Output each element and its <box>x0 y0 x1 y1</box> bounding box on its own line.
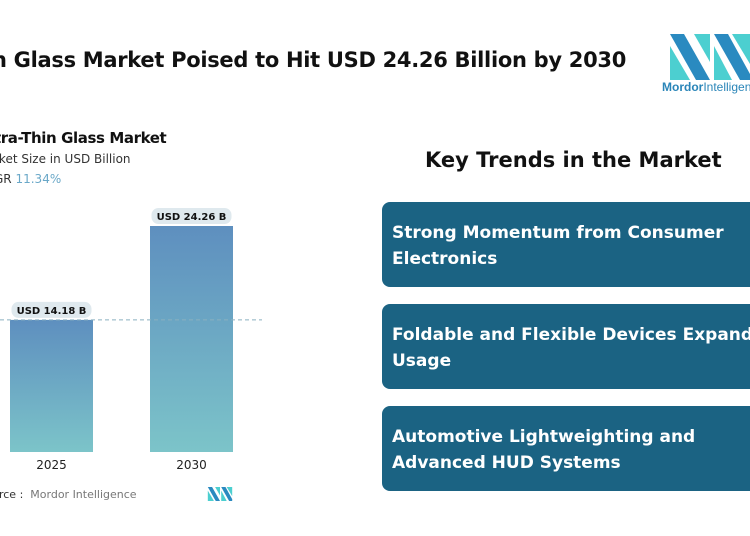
chart-title: tra-Thin Glass Market <box>0 129 167 147</box>
trend-card: Strong Momentum from Consumer Electronic… <box>382 202 750 287</box>
chart-subtitle: rket Size in USD Billion <box>0 152 131 166</box>
x-tick-label: 2025 <box>36 458 67 472</box>
cagr: GR 11.34% <box>0 172 62 186</box>
trend-card: Foldable and Flexible Devices Expand Usa… <box>382 304 750 389</box>
key-trends-heading: Key Trends in the Market <box>425 148 722 172</box>
x-tick-label: 2030 <box>176 458 207 472</box>
mordor-intelligence-logo <box>670 34 750 80</box>
mini-logo-icon <box>207 487 233 501</box>
trend-card: Automotive Lightweighting and Advanced H… <box>382 406 750 491</box>
bar-2025 <box>10 319 93 452</box>
source: urce : Mordor Intelligence <box>0 488 137 501</box>
page-title: n Glass Market Poised to Hit USD 24.26 B… <box>0 48 627 72</box>
data-label: USD 24.26 B <box>157 212 227 223</box>
data-label-pill <box>11 301 92 318</box>
data-label: USD 14.18 B <box>17 306 87 317</box>
bar-chart: USD 14.18 B 2025 USD 24.26 B 2030 <box>0 208 262 472</box>
bar-2030 <box>150 226 233 452</box>
data-label-pill <box>151 208 232 224</box>
logo-text: MordorIntelligen <box>662 80 750 94</box>
